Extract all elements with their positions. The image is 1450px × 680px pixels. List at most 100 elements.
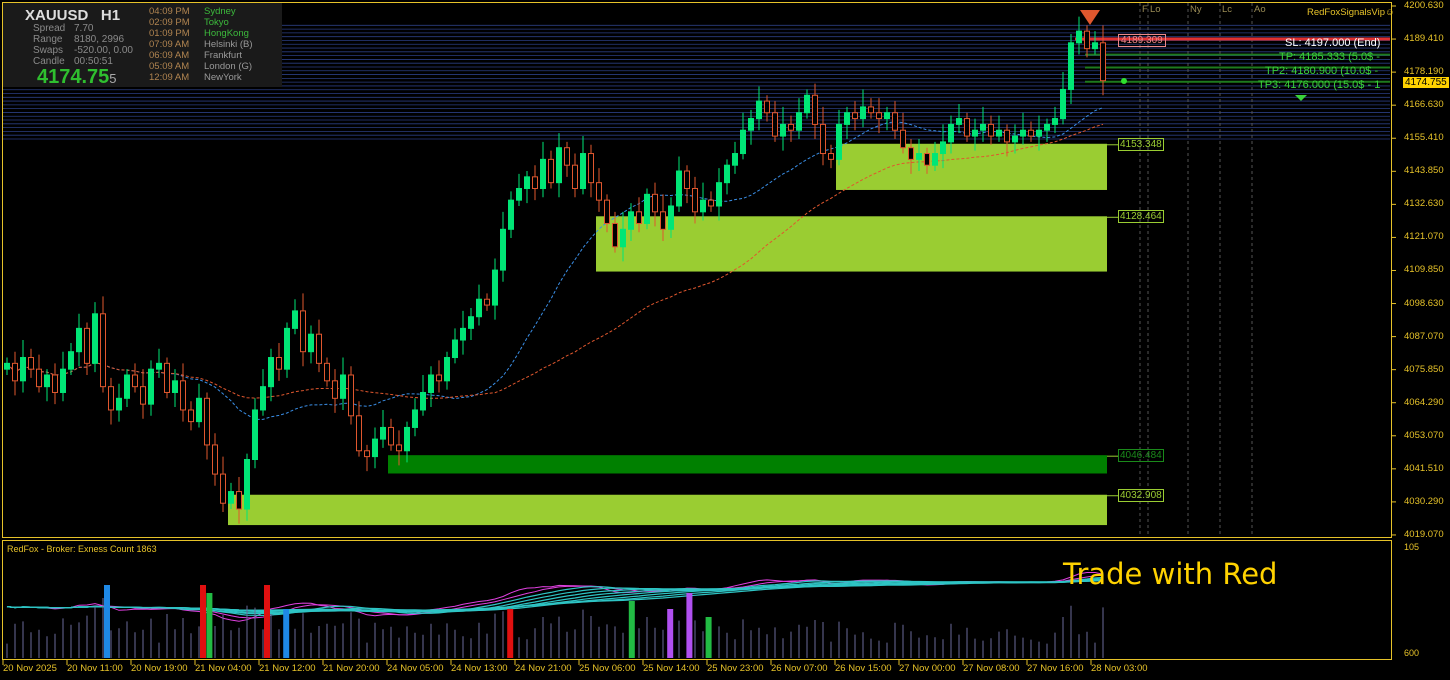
candle-body (364, 450, 370, 458)
y-tick-label: 4087.070 (1404, 330, 1444, 342)
session-time: 07:09 AM (149, 39, 190, 50)
session-city: Tokyo (204, 17, 229, 28)
x-tick-label: 20 Nov 2025 (3, 663, 57, 674)
current-price: 4174.755 (37, 66, 117, 89)
candle-body (180, 380, 186, 411)
candle-body (772, 112, 778, 137)
candle-body (740, 129, 746, 155)
y-tick-label: 4189.410 (1404, 33, 1444, 45)
candle-body (860, 106, 866, 120)
indicator-label: RedFox - Broker: Exness Count 1863 (7, 544, 157, 554)
candle-body (156, 362, 162, 370)
x-tick-label: 25 Nov 14:00 (643, 663, 700, 674)
entry-dot (1121, 78, 1127, 84)
candle-body (508, 199, 514, 230)
candle-body (468, 316, 474, 329)
stat-value: 8180, 2996 (74, 34, 125, 45)
candle-body (892, 112, 898, 131)
candle-body (60, 368, 66, 393)
price-main: 4174.75 (37, 66, 110, 88)
signal-bar (283, 609, 290, 658)
candle-body (1076, 30, 1082, 44)
candle-body (820, 123, 826, 155)
candle-body (420, 391, 426, 411)
candle-body (260, 386, 266, 411)
candle-body (540, 158, 546, 190)
session-marker: Lc (1222, 4, 1233, 15)
zone-rect (388, 455, 1107, 474)
candle-body (1044, 123, 1050, 131)
session-row: 05:09 AM London (G) (149, 61, 252, 72)
stat-key: Swaps (33, 45, 64, 56)
candle-body (1100, 42, 1106, 82)
candle-body (492, 269, 498, 306)
candle-body (964, 118, 970, 137)
candle-body (828, 153, 834, 160)
candle-body (732, 153, 738, 166)
candle-body (116, 397, 122, 411)
candle-body (996, 129, 1002, 137)
candle-body (556, 147, 562, 184)
y-tick-label: 4075.850 (1404, 363, 1444, 375)
candle-body (572, 164, 578, 190)
candle-body (972, 129, 978, 137)
candle-body (100, 313, 106, 388)
candle-body (252, 409, 258, 461)
y-tick-label: 4143.850 (1404, 165, 1444, 177)
stat-row: Swaps -520.00, 0.00 (33, 45, 133, 56)
session-row: 02:09 PM Tokyo (149, 17, 229, 28)
candle-body (388, 426, 394, 446)
y-tick-label: 4132.630 (1404, 198, 1444, 210)
symbol-info-panel: XAUUSD H1 4174.755 Spread 7.70 Range 8180, … (3, 3, 282, 89)
candle-body (132, 374, 138, 388)
candle-body (980, 123, 986, 131)
session-time: 04:09 PM (149, 6, 190, 17)
candle-body (636, 211, 642, 224)
candle-body (44, 374, 50, 388)
candle-body (92, 313, 98, 364)
candle-body (804, 94, 810, 114)
candle-body (1020, 129, 1026, 137)
candle-body (196, 397, 202, 423)
candle-body (332, 380, 338, 399)
candle-body (372, 438, 378, 458)
x-tick-label: 27 Nov 00:00 (899, 663, 956, 674)
session-marker: Ny (1190, 4, 1202, 15)
tp3-label: TP3: 4176.000 (15.0$ - 1 (1258, 79, 1381, 91)
candle-body (444, 357, 450, 382)
moving-average-20 (6, 107, 1104, 420)
candle-body (548, 158, 554, 184)
y-tick-label: 4053.070 (1404, 429, 1444, 441)
candle-body (284, 327, 290, 370)
candle-body (876, 112, 882, 120)
candle-body (268, 357, 274, 388)
signal-bar (200, 585, 206, 658)
candle-body (148, 368, 154, 405)
candle-body (220, 473, 226, 504)
candle-body (612, 222, 618, 248)
y-tick-label: 4109.850 (1404, 264, 1444, 276)
candle-body (588, 153, 594, 184)
stat-key: Candle (33, 56, 65, 67)
candle-body (716, 182, 722, 207)
candle-body (1068, 42, 1074, 90)
candle-body (660, 211, 666, 230)
zone-rect (596, 216, 1107, 272)
candle-body (1092, 42, 1098, 50)
candle-body (868, 106, 874, 114)
candle-body (708, 199, 714, 207)
candle-body (356, 415, 362, 452)
candle-body (28, 357, 34, 370)
candle-body (460, 327, 466, 341)
session-city: Sydney (204, 6, 236, 17)
x-tick-label: 24 Nov 21:00 (515, 663, 572, 674)
indicator-ribbon-line (6, 580, 1104, 612)
candle-body (36, 368, 42, 388)
x-tick-label: 25 Nov 06:00 (579, 663, 636, 674)
zone-rect (836, 143, 1107, 190)
candle-body (652, 193, 658, 213)
y-tick-label: 4041.510 (1404, 462, 1444, 474)
candle-body (564, 147, 570, 166)
candle-body (932, 153, 938, 166)
moving-average-50 (6, 123, 1104, 399)
